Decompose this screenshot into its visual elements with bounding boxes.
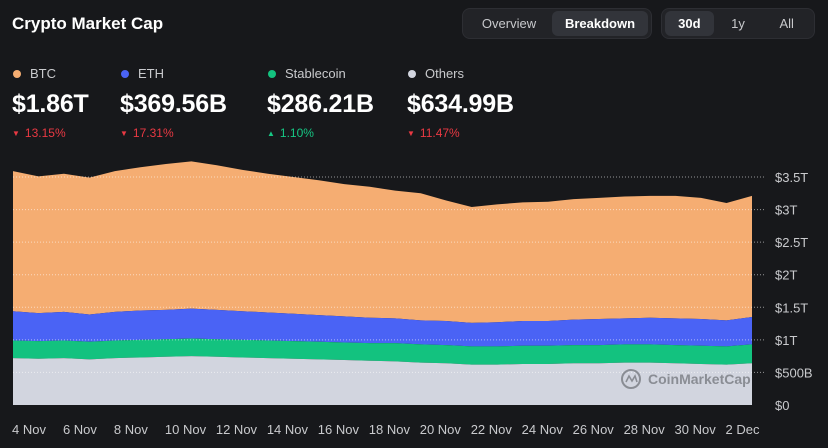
- metric-label: BTC: [30, 66, 56, 81]
- metric-value: $1.86T: [12, 90, 89, 118]
- metric-value: $369.56B: [120, 90, 227, 118]
- others-legend-dot: [408, 69, 416, 78]
- x-tick-label: 12 Nov: [216, 422, 258, 437]
- change-text: 13.15%: [24, 126, 66, 140]
- metric-change: ▼ 13.15%: [12, 126, 89, 140]
- y-tick-label: $1T: [775, 333, 797, 348]
- y-tick-label: $3.5T: [775, 170, 808, 185]
- y-tick-label: $500B: [775, 365, 813, 380]
- x-tick-label: 2 Dec: [726, 422, 760, 437]
- x-tick-label: 4 Nov: [12, 422, 46, 437]
- caret-up-icon: ▲: [267, 128, 275, 138]
- range-all[interactable]: All: [779, 16, 794, 31]
- x-tick-label: 10 Nov: [165, 422, 207, 437]
- watermark: CoinMarketCap: [621, 369, 751, 389]
- x-tick-label: 30 Nov: [675, 422, 717, 437]
- coinmarketcap-logo-mark: [625, 374, 638, 383]
- range-30d[interactable]: 30d: [665, 11, 714, 36]
- change-text: 11.47%: [419, 126, 460, 140]
- metric-value: $634.99B: [407, 90, 514, 118]
- tab-breakdown[interactable]: Breakdown: [552, 11, 648, 36]
- area-eth: [13, 308, 752, 347]
- metric-change: ▼ 17.31%: [120, 126, 227, 140]
- metric-change: ▼ 11.47%: [407, 126, 514, 140]
- metric-eth: ETH $369.56B ▼ 17.31%: [120, 66, 227, 140]
- y-tick-label: $1.5T: [775, 300, 808, 315]
- x-tick-label: 14 Nov: [267, 422, 309, 437]
- metric-value: $286.21B: [267, 90, 374, 118]
- range-1y[interactable]: 1y: [731, 16, 745, 31]
- metric-label: Stablecoin: [285, 66, 346, 81]
- x-tick-label: 6 Nov: [63, 422, 97, 437]
- coinmarketcap-logo-icon: [621, 369, 641, 389]
- x-tick-label: 16 Nov: [318, 422, 360, 437]
- watermark-text: CoinMarketCap: [648, 371, 751, 387]
- y-tick-label: $3T: [775, 203, 797, 218]
- x-tick-label: 22 Nov: [471, 422, 513, 437]
- x-tick-label: 18 Nov: [369, 422, 411, 437]
- y-tick-label: $2.5T: [775, 235, 808, 250]
- y-tick-label: $2T: [775, 268, 797, 283]
- metric-change: ▲ 1.10%: [267, 126, 374, 140]
- metric-stablecoin: Stablecoin $286.21B ▲ 1.10%: [267, 66, 374, 140]
- metric-label: ETH: [138, 66, 164, 81]
- metric-others: Others $634.99B ▼ 11.47%: [407, 66, 514, 140]
- y-tick-label: $0: [775, 398, 789, 413]
- stablecoin-legend-dot: [268, 69, 276, 78]
- metric-btc: BTC $1.86T ▼ 13.15%: [12, 66, 89, 140]
- x-tick-label: 8 Nov: [114, 422, 148, 437]
- area-stablecoin: [13, 338, 752, 365]
- view-toggle: Overview Breakdown: [462, 8, 652, 39]
- x-tick-label: 20 Nov: [420, 422, 462, 437]
- tab-overview[interactable]: Overview: [481, 16, 537, 31]
- metric-label: Others: [425, 66, 465, 81]
- market-cap-chart[interactable]: $0 $500B $1T $1.5T $2T $2.5T $3T $3.5T 4 Nov 6 N…: [0, 150, 828, 448]
- caret-down-icon: ▼: [407, 128, 415, 138]
- x-tick-label: 28 Nov: [624, 422, 666, 437]
- page-title: Crypto Market Cap: [12, 14, 164, 33]
- change-text: 17.31%: [132, 126, 174, 140]
- caret-down-icon: ▼: [120, 128, 128, 138]
- range-toggle: 30d 1y All: [661, 8, 815, 39]
- x-tick-label: 26 Nov: [573, 422, 615, 437]
- change-text: 1.10%: [279, 126, 314, 140]
- eth-legend-dot: [121, 69, 129, 78]
- x-tick-label: 24 Nov: [522, 422, 564, 437]
- caret-down-icon: ▼: [12, 128, 20, 138]
- btc-legend-dot: [13, 69, 21, 78]
- area-others: [13, 356, 752, 405]
